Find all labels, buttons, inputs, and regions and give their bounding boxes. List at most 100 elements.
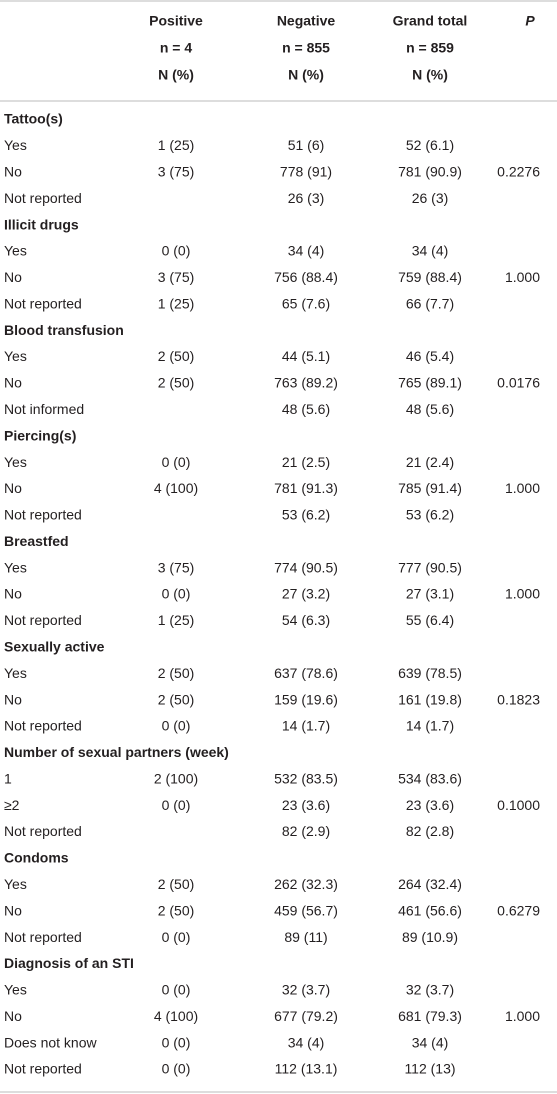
row-label: No [4, 691, 22, 707]
cell: 89 (11) [284, 929, 327, 945]
cell: 1 (25) [158, 612, 195, 628]
cell: 2 (50) [158, 348, 195, 364]
row-label: No [4, 269, 22, 285]
section-title: Number of sexual partners (week) [4, 744, 229, 760]
cell: 161 (19.8) [398, 691, 462, 707]
column-n: n = 855 [282, 40, 330, 56]
row-label: Not reported [4, 718, 82, 734]
cell: 777 (90.5) [398, 559, 462, 575]
cell: 4 (100) [154, 1008, 198, 1024]
row-label: No [4, 480, 22, 496]
cell: 262 (32.3) [274, 876, 338, 892]
section-title: Breastfed [4, 533, 69, 549]
cell: 781 (91.3) [274, 480, 338, 496]
cell: 34 (4) [412, 1034, 449, 1050]
row-label: 1 [4, 770, 12, 786]
cell: 0 (0) [162, 718, 191, 734]
column-name: Negative [277, 13, 336, 29]
cell: 2 (50) [158, 665, 195, 681]
column-unit: N (%) [412, 67, 448, 83]
column-n: n = 859 [406, 40, 454, 56]
cell: 1 (25) [158, 137, 195, 153]
p-value: 1.000 [505, 269, 540, 285]
cell: 112 (13.1) [275, 1061, 338, 1077]
row-label: Yes [4, 665, 27, 681]
row-label: Not reported [4, 929, 82, 945]
section-title: Tattoo(s) [4, 111, 63, 127]
cell: 264 (32.4) [398, 876, 462, 892]
cell: 23 (3.6) [406, 797, 454, 813]
row-label: Yes [4, 243, 27, 259]
cell: 0 (0) [162, 1061, 191, 1077]
cell: 4 (100) [154, 480, 198, 496]
cell: 34 (4) [412, 243, 449, 259]
p-value: 0.0176 [497, 375, 540, 391]
cell: 44 (5.1) [282, 348, 330, 364]
row-label: Yes [4, 348, 27, 364]
p-value: 1.000 [505, 480, 540, 496]
cell: 781 (90.9) [398, 163, 462, 179]
cell: 27 (3.1) [406, 586, 454, 602]
row-label: No [4, 586, 22, 602]
p-header: P [525, 13, 535, 29]
cell: 3 (75) [158, 559, 195, 575]
cell: 0 (0) [162, 586, 191, 602]
cell: 34 (4) [288, 243, 325, 259]
cell: 681 (79.3) [398, 1008, 462, 1024]
row-label: Not reported [4, 612, 82, 628]
row-label: Not reported [4, 295, 82, 311]
section-title: Piercing(s) [4, 427, 76, 443]
cell: 0 (0) [162, 454, 191, 470]
row-label: Not reported [4, 190, 82, 206]
cell: 2 (50) [158, 375, 195, 391]
row-label: Not informed [4, 401, 84, 417]
cell: 65 (7.6) [282, 295, 330, 311]
cell: 532 (83.5) [274, 770, 338, 786]
cell: 2 (50) [158, 876, 195, 892]
row-label: Yes [4, 876, 27, 892]
cell: 637 (78.6) [274, 665, 338, 681]
section-title: Sexually active [4, 639, 105, 655]
cell: 34 (4) [288, 1034, 325, 1050]
column-name: Positive [149, 13, 203, 29]
p-value: 0.6279 [497, 902, 540, 918]
cell: 765 (89.1) [398, 375, 462, 391]
cell: 3 (75) [158, 163, 195, 179]
column-unit: N (%) [158, 67, 194, 83]
row-label: No [4, 163, 22, 179]
cell: 53 (6.2) [282, 507, 330, 523]
cell: 756 (88.4) [274, 269, 338, 285]
p-value: 0.2276 [497, 163, 540, 179]
row-label: Not reported [4, 823, 82, 839]
cell: 52 (6.1) [406, 137, 454, 153]
row-label: Does not know [4, 1034, 97, 1050]
section-title: Condoms [4, 850, 69, 866]
cell: 82 (2.8) [406, 823, 454, 839]
row-label: Yes [4, 982, 27, 998]
cell: 0 (0) [162, 929, 191, 945]
p-value: 0.1000 [497, 797, 540, 813]
cell: 0 (0) [162, 982, 191, 998]
p-value: 1.000 [505, 586, 540, 602]
cell: 26 (3) [288, 190, 325, 206]
cell: 759 (88.4) [398, 269, 462, 285]
row-label: No [4, 902, 22, 918]
cell: 2 (50) [158, 902, 195, 918]
row-label: Not reported [4, 1061, 82, 1077]
row-label: Yes [4, 137, 27, 153]
cell: 48 (5.6) [406, 401, 454, 417]
cell: 48 (5.6) [282, 401, 330, 417]
cell: 677 (79.2) [274, 1008, 338, 1024]
row-label: No [4, 1008, 22, 1024]
cell: 27 (3.2) [282, 586, 330, 602]
cell: 82 (2.9) [282, 823, 330, 839]
cell: 21 (2.5) [282, 454, 330, 470]
row-label: ≥2 [4, 797, 20, 813]
section-title: Illicit drugs [4, 216, 79, 232]
cell: 774 (90.5) [274, 559, 338, 575]
section-title: Blood transfusion [4, 322, 124, 338]
cell: 66 (7.7) [406, 295, 454, 311]
cell: 53 (6.2) [406, 507, 454, 523]
cell: 54 (6.3) [282, 612, 330, 628]
